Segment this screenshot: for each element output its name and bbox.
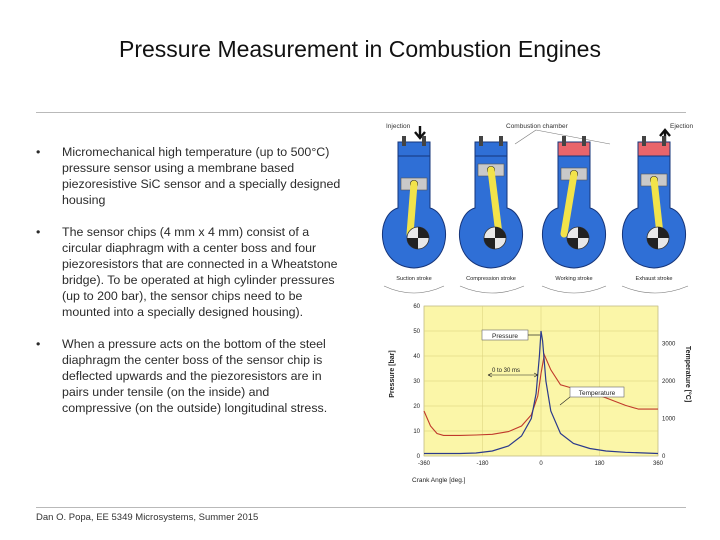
valve	[582, 136, 586, 146]
engine-figure-svg: Injection Combustion chamber Ejection Su…	[381, 123, 694, 484]
engine-block	[541, 155, 607, 269]
stroke-bracket	[541, 285, 607, 294]
temperature-annotation: Temperature	[579, 390, 616, 397]
series-line-pressure	[424, 330, 659, 455]
stroke-bracket	[383, 285, 445, 294]
x-tick-label: 0	[539, 461, 543, 467]
valve	[422, 136, 426, 146]
interval-annotation: 0 to 30 ms	[492, 368, 520, 374]
crank-counterweight-icon	[567, 227, 589, 249]
bullet-item: • Micromechanical high temperature (up to…	[36, 144, 341, 208]
injection-label: Injection	[386, 123, 411, 130]
bullet-list: • Micromechanical high temperature (up to…	[36, 144, 341, 432]
temperature-annotation-pointer	[559, 396, 571, 406]
title-divider	[36, 112, 686, 113]
y2-tick-label: 2000	[662, 379, 676, 385]
y2-tick-label: 1000	[662, 417, 676, 423]
bullet-marker: •	[36, 337, 41, 351]
bullet-text: The sensor chips (4 mm x 4 mm) consist o…	[62, 225, 338, 319]
y2-tick-label: 0	[662, 454, 666, 460]
valve	[402, 136, 406, 146]
bullet-text: Micromechanical high temperature (up to …	[62, 145, 341, 207]
valve	[479, 136, 483, 146]
y-tick-label: 40	[413, 354, 420, 360]
valve	[662, 136, 666, 146]
valve	[499, 136, 503, 146]
valve	[642, 136, 646, 146]
x-tick-label: -360	[418, 461, 431, 467]
engine-cylinder	[541, 136, 607, 269]
y-tick-label: 50	[413, 329, 420, 335]
pressure-annotation: Pressure	[492, 333, 518, 340]
x-tick-label: -180	[476, 461, 489, 467]
x-tick-label: 360	[653, 461, 664, 467]
footer-divider	[36, 507, 686, 508]
engine-cylinder	[458, 136, 524, 269]
connecting-rod	[487, 166, 503, 238]
y2-tick-label: 3000	[662, 342, 676, 348]
engine-cylinder	[621, 136, 687, 269]
temperature-annotation-box	[569, 386, 625, 398]
valve	[562, 136, 566, 146]
engine-block	[621, 155, 687, 269]
slide-title: Pressure Measurement in Combustion Engin…	[119, 36, 601, 62]
axis-ticks: -360 -180 0 180 3600102030405060010002000300…	[413, 304, 676, 467]
y-tick-label: 30	[413, 379, 420, 385]
ejection-label: Ejection	[670, 123, 694, 130]
bullet-item: • When a pressure acts on the bottom of t…	[36, 336, 341, 416]
interval-arrow-icon	[487, 372, 539, 378]
stroke-label-suction: Suction stroke	[396, 276, 431, 282]
crank-counterweight-icon	[407, 227, 429, 249]
combustion-chamber-label: Combustion chamber	[506, 123, 569, 130]
bullet-marker: •	[36, 145, 41, 159]
combustion-chamber-pointer	[514, 129, 537, 145]
x-axis-label: Crank Angle [deg.]	[412, 477, 466, 484]
y-tick-label: 0	[417, 454, 421, 460]
y-tick-label: 10	[413, 429, 420, 435]
pressure-temperature-chart: -360 -180 0 180 3600102030405060010002000300…	[383, 285, 692, 484]
stroke-bracket	[621, 285, 689, 294]
stroke-label-exhaust: Exhaust stroke	[636, 276, 673, 282]
connecting-rod	[560, 170, 578, 238]
y-tick-label: 20	[413, 404, 420, 410]
engine-figure: Injection Combustion chamber Ejection Su…	[378, 116, 694, 488]
bullet-item: • The sensor chips (4 mm x 4 mm) consist …	[36, 224, 341, 320]
y-axis-label: Pressure [bar]	[389, 350, 396, 397]
bullet-text: When a pressure acts on the bottom of th…	[62, 337, 328, 415]
crank-counterweight-icon	[647, 227, 669, 249]
x-tick-label: 180	[594, 461, 605, 467]
injection-arrow-icon	[414, 126, 426, 140]
bullet-marker: •	[36, 225, 41, 239]
engine-block	[458, 155, 524, 269]
connecting-rod	[406, 180, 418, 238]
connecting-rod	[650, 176, 664, 238]
engine-cycle-diagram	[381, 136, 687, 269]
stroke-label-compression: Compression stroke	[466, 276, 516, 282]
chart-annotations: Pressure 0 to 30 ms Temperature	[481, 329, 625, 406]
stroke-label-working: Working stroke	[555, 276, 592, 282]
y2-axis-label: Temperature [°C]	[684, 346, 692, 402]
stroke-brackets	[383, 285, 689, 294]
y-tick-label: 60	[413, 304, 420, 310]
footer-credit: Dan O. Popa, EE 5349 Microsystems, Summe…	[36, 512, 259, 523]
combustion-chamber-pointer	[535, 129, 611, 145]
crank-counterweight-icon	[484, 227, 506, 249]
engine-cylinder	[381, 136, 447, 269]
stroke-bracket	[459, 285, 525, 294]
